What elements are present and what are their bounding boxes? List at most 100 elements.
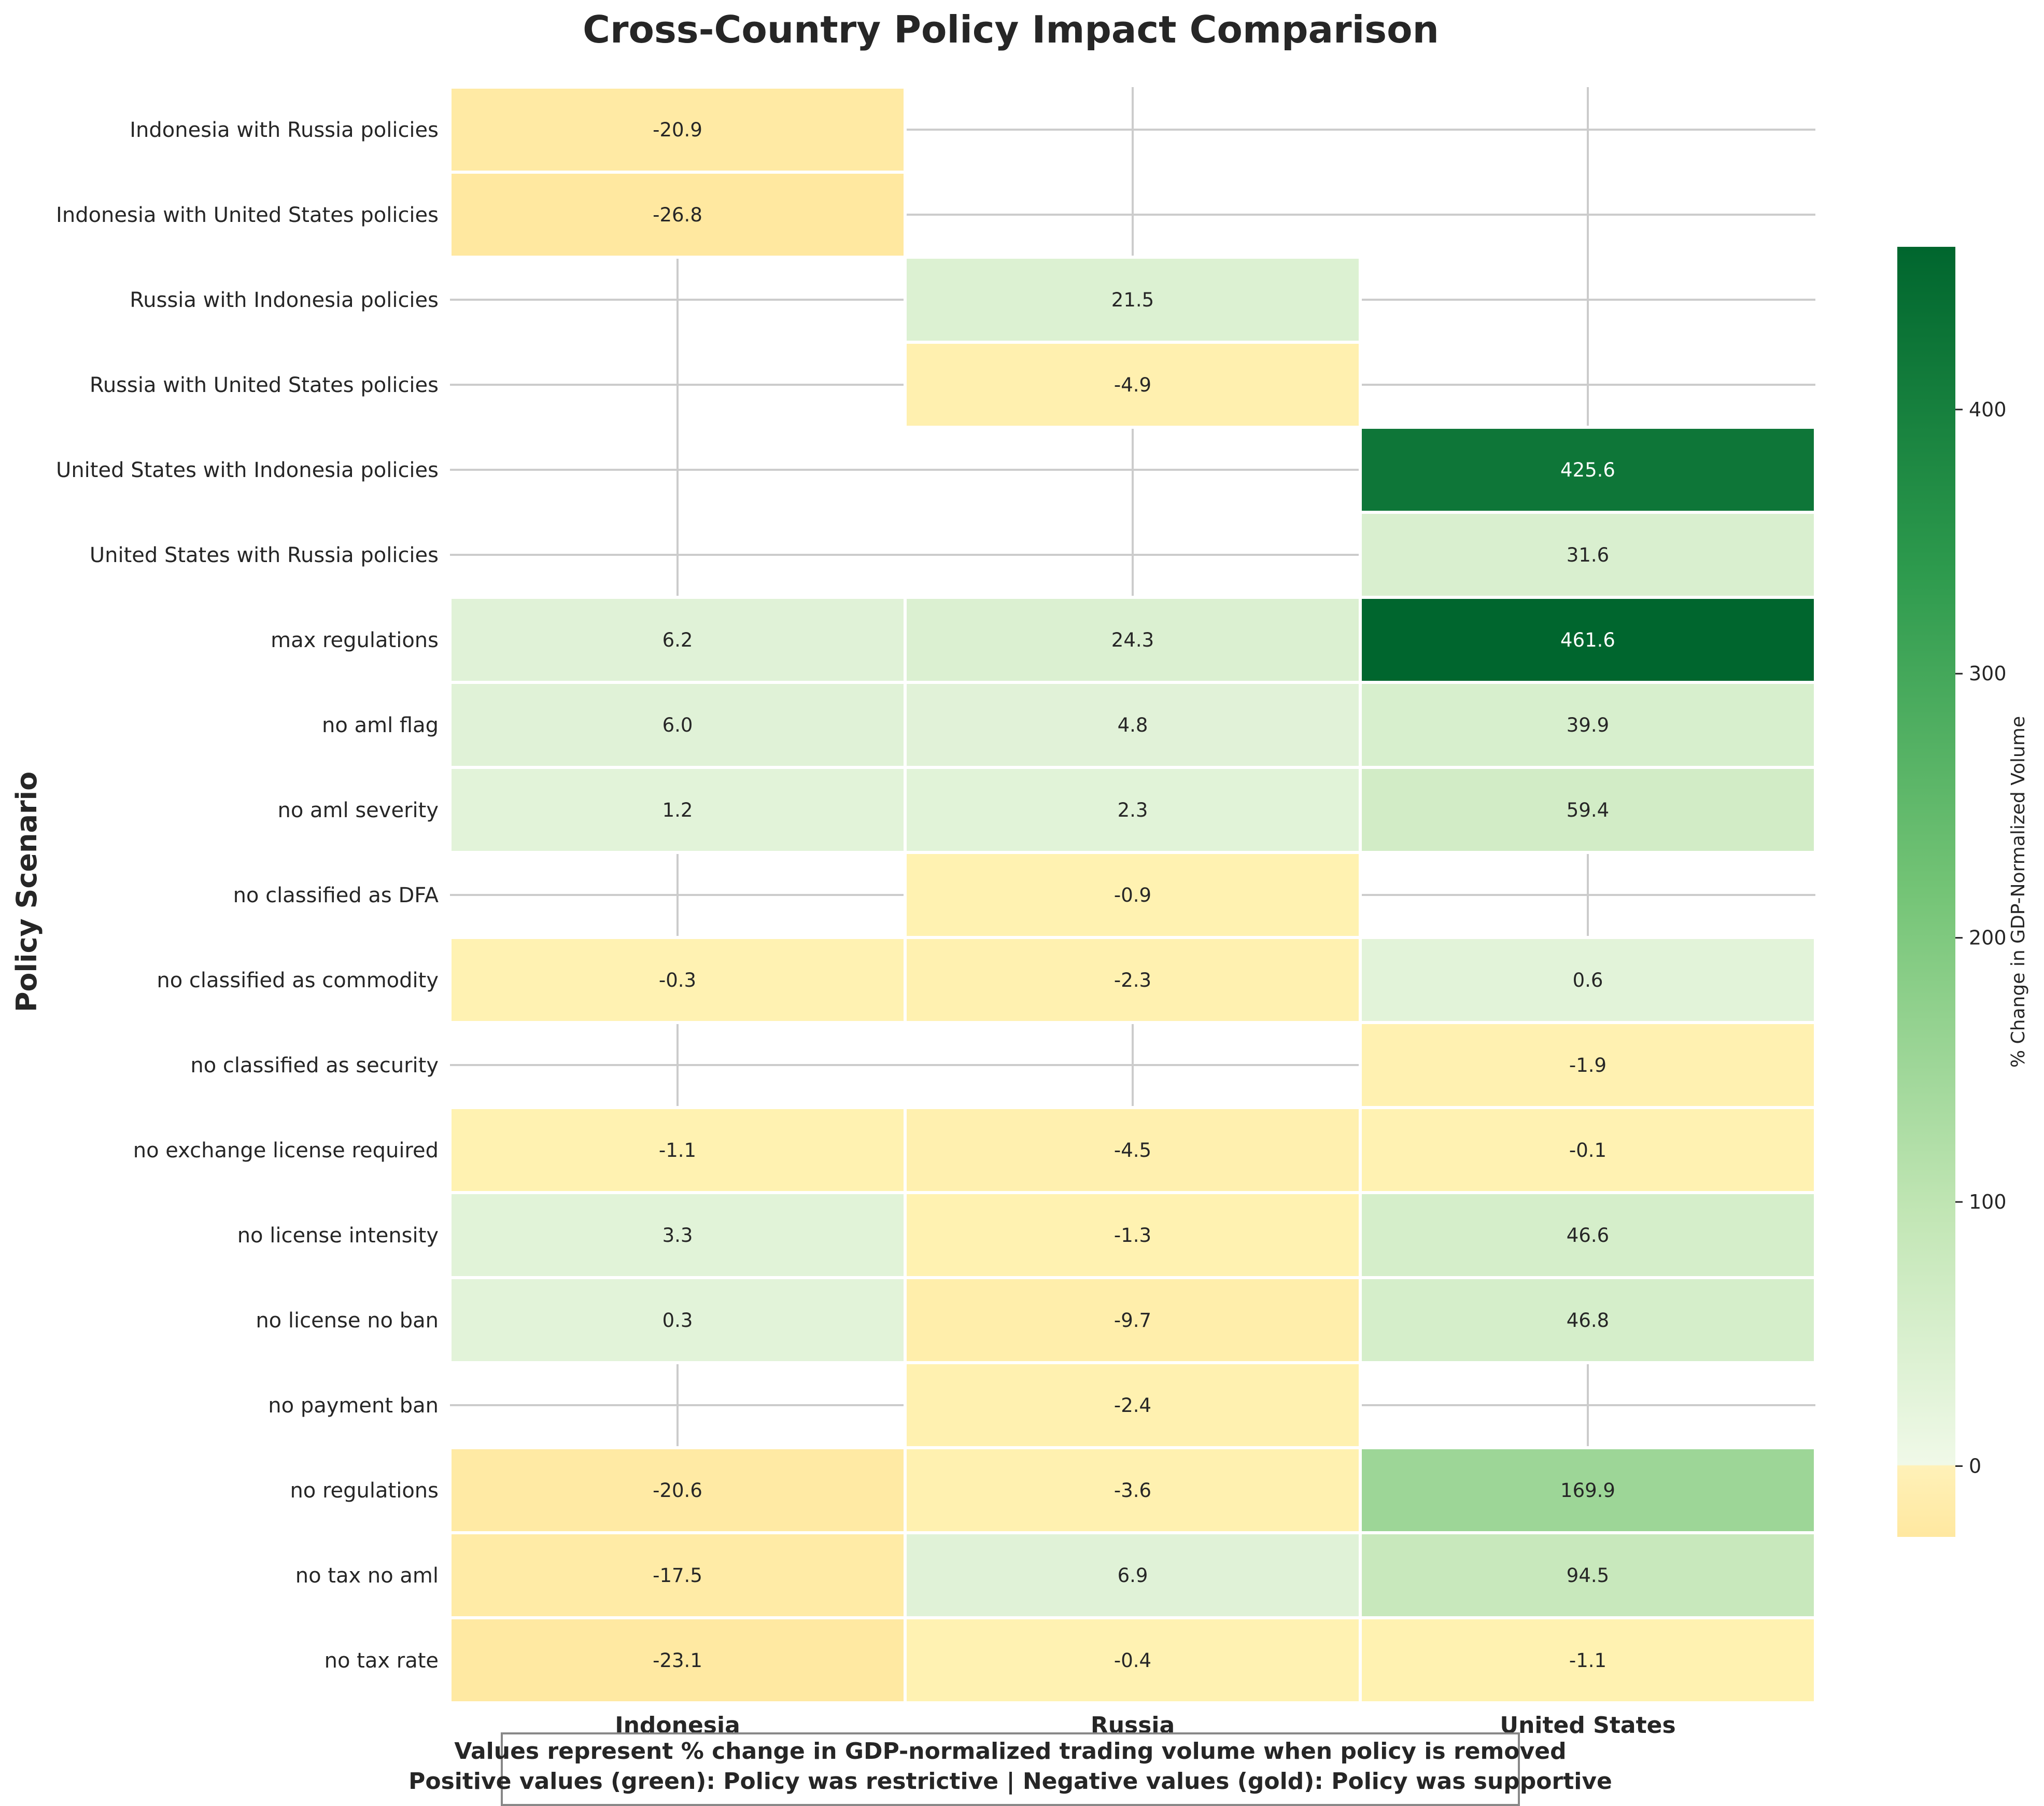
heatmap-cell (1359, 596, 1817, 684)
heatmap-cell (904, 766, 1362, 854)
heatmap-cell (448, 1616, 907, 1704)
row-labels: Indonesia with Russia policies Indonesia … (56, 118, 439, 1673)
cell-value: -1.9 (1569, 1054, 1606, 1076)
heatmap-cell (904, 936, 1362, 1024)
column-label: United States (1500, 1712, 1675, 1739)
row-label: no regulations (290, 1479, 439, 1503)
heatmap-cell (904, 1531, 1362, 1619)
heatmap-cell (1359, 1531, 1817, 1619)
row-label: no license intensity (237, 1224, 439, 1248)
cell-value: 6.9 (1118, 1564, 1148, 1587)
cell-value: 94.5 (1567, 1564, 1609, 1587)
chart-title: Cross-Country Policy Impact Comparison (583, 8, 1439, 51)
row-label: United States with Russia policies (90, 543, 439, 567)
cell-value: 6.2 (662, 629, 693, 651)
heatmap-cell (1359, 426, 1817, 514)
cell-value: 0.6 (1573, 969, 1603, 991)
heatmap-cell (904, 1446, 1362, 1534)
heatmap-cell (904, 681, 1362, 769)
row-label: no license no ban (256, 1309, 439, 1333)
cell-value: 0.3 (662, 1309, 693, 1332)
cell-value: 461.6 (1560, 629, 1615, 651)
cell-value: -2.4 (1114, 1394, 1151, 1417)
cell-value: -0.1 (1569, 1139, 1606, 1161)
heatmap-cell (904, 1616, 1362, 1704)
cell-value: 46.8 (1567, 1309, 1609, 1332)
cell-value: 425.6 (1560, 459, 1615, 481)
cell-value: -0.3 (659, 969, 696, 991)
cell-value: 39.9 (1567, 714, 1609, 736)
cell-value: -1.3 (1114, 1224, 1151, 1247)
cell-value: -20.9 (653, 119, 702, 141)
y-axis-label: Policy Scenario (10, 772, 43, 1012)
cell-value: 24.3 (1111, 629, 1154, 651)
heatmap-cell (448, 1446, 907, 1534)
note-line-2: Positive values (green): Policy was rest… (408, 1768, 1612, 1795)
row-label: Indonesia with United States policies (56, 203, 439, 227)
cell-value: 31.6 (1567, 544, 1609, 566)
heatmap-cell (1359, 511, 1817, 599)
row-label: Indonesia with Russia policies (130, 118, 439, 142)
cell-value: 46.6 (1567, 1224, 1609, 1247)
heatmap-cell (448, 1276, 907, 1364)
colorbar-gradient (1897, 247, 1955, 1537)
heatmap-cell (1359, 681, 1817, 769)
row-label: no tax rate (325, 1649, 439, 1673)
heatmap-cell (448, 171, 907, 259)
cell-value: 169.9 (1560, 1479, 1615, 1502)
row-label: no payment ban (268, 1394, 439, 1418)
cell-value: -3.6 (1114, 1479, 1151, 1502)
colorbar-tick-label: 400 (1969, 398, 2007, 421)
heatmap-cell (904, 341, 1362, 429)
colorbar-tick-label: 200 (1969, 927, 2007, 949)
cell-value: -20.6 (653, 1479, 702, 1502)
cell-value: -1.1 (1569, 1649, 1606, 1672)
cell-value: 3.3 (662, 1224, 693, 1247)
heatmap-cell (1359, 1021, 1817, 1109)
cell-value: 59.4 (1567, 799, 1609, 821)
heatmap-cell (1359, 1616, 1817, 1704)
cell-value: -17.5 (653, 1564, 702, 1587)
cell-value: -1.1 (659, 1139, 696, 1161)
colorbar-ticks: 0 100 200 300 400 (1955, 398, 2007, 1477)
colorbar-tick-label: 0 (1969, 1454, 1981, 1477)
row-label: no classified as security (190, 1054, 439, 1077)
cell-value: 21.5 (1111, 289, 1154, 311)
heatmap-cell (1359, 1276, 1817, 1364)
cell-value: -0.4 (1114, 1649, 1151, 1672)
row-label: Russia with Indonesia policies (130, 288, 439, 312)
heatmap-cell (448, 1191, 907, 1279)
row-label: no aml severity (278, 799, 439, 822)
heatmap-cell (1359, 1191, 1817, 1279)
row-label: no classified as commodity (157, 969, 439, 992)
cell-value: 4.8 (1118, 714, 1148, 736)
row-label: no tax no aml (295, 1564, 439, 1588)
heatmap-cell (448, 1531, 907, 1619)
note-line-1: Values represent % change in GDP-normali… (454, 1738, 1566, 1765)
cell-value: -2.3 (1114, 969, 1151, 991)
row-label: no aml flag (322, 713, 439, 737)
row-label: no exchange license required (133, 1139, 439, 1163)
cell-value: 2.3 (1118, 799, 1148, 821)
row-label: max regulations (271, 628, 439, 652)
cell-value: -9.7 (1114, 1309, 1151, 1332)
cell-value: -26.8 (653, 204, 702, 226)
heatmap-cell (904, 1361, 1362, 1449)
cell-value: -0.9 (1114, 884, 1151, 906)
cell-value: 6.0 (662, 714, 693, 736)
cell-value: -23.1 (653, 1649, 702, 1672)
heatmap-cell (1359, 766, 1817, 854)
colorbar: 0 100 200 300 400 % Change in GDP-Normalized… (1897, 247, 2029, 1537)
explanation-note: Values represent % change in GDP-normali… (408, 1732, 1612, 1806)
colorbar-tick-label: 300 (1969, 662, 2007, 685)
cell-value: -4.5 (1114, 1139, 1151, 1161)
cell-value: -4.9 (1114, 374, 1151, 396)
heatmap-cell (448, 936, 907, 1024)
row-label: United States with Indonesia policies (56, 458, 439, 482)
heatmap-cells: -20.9 -26.8 21.5 -4.9 425.6 31.6 6.2 24.3 461.6 6… (448, 86, 1817, 1704)
colorbar-tick-label: 100 (1969, 1191, 2007, 1213)
heatmap-cell (448, 681, 907, 769)
heatmap-cell (904, 851, 1362, 939)
row-label: no classified as DFA (233, 884, 439, 907)
